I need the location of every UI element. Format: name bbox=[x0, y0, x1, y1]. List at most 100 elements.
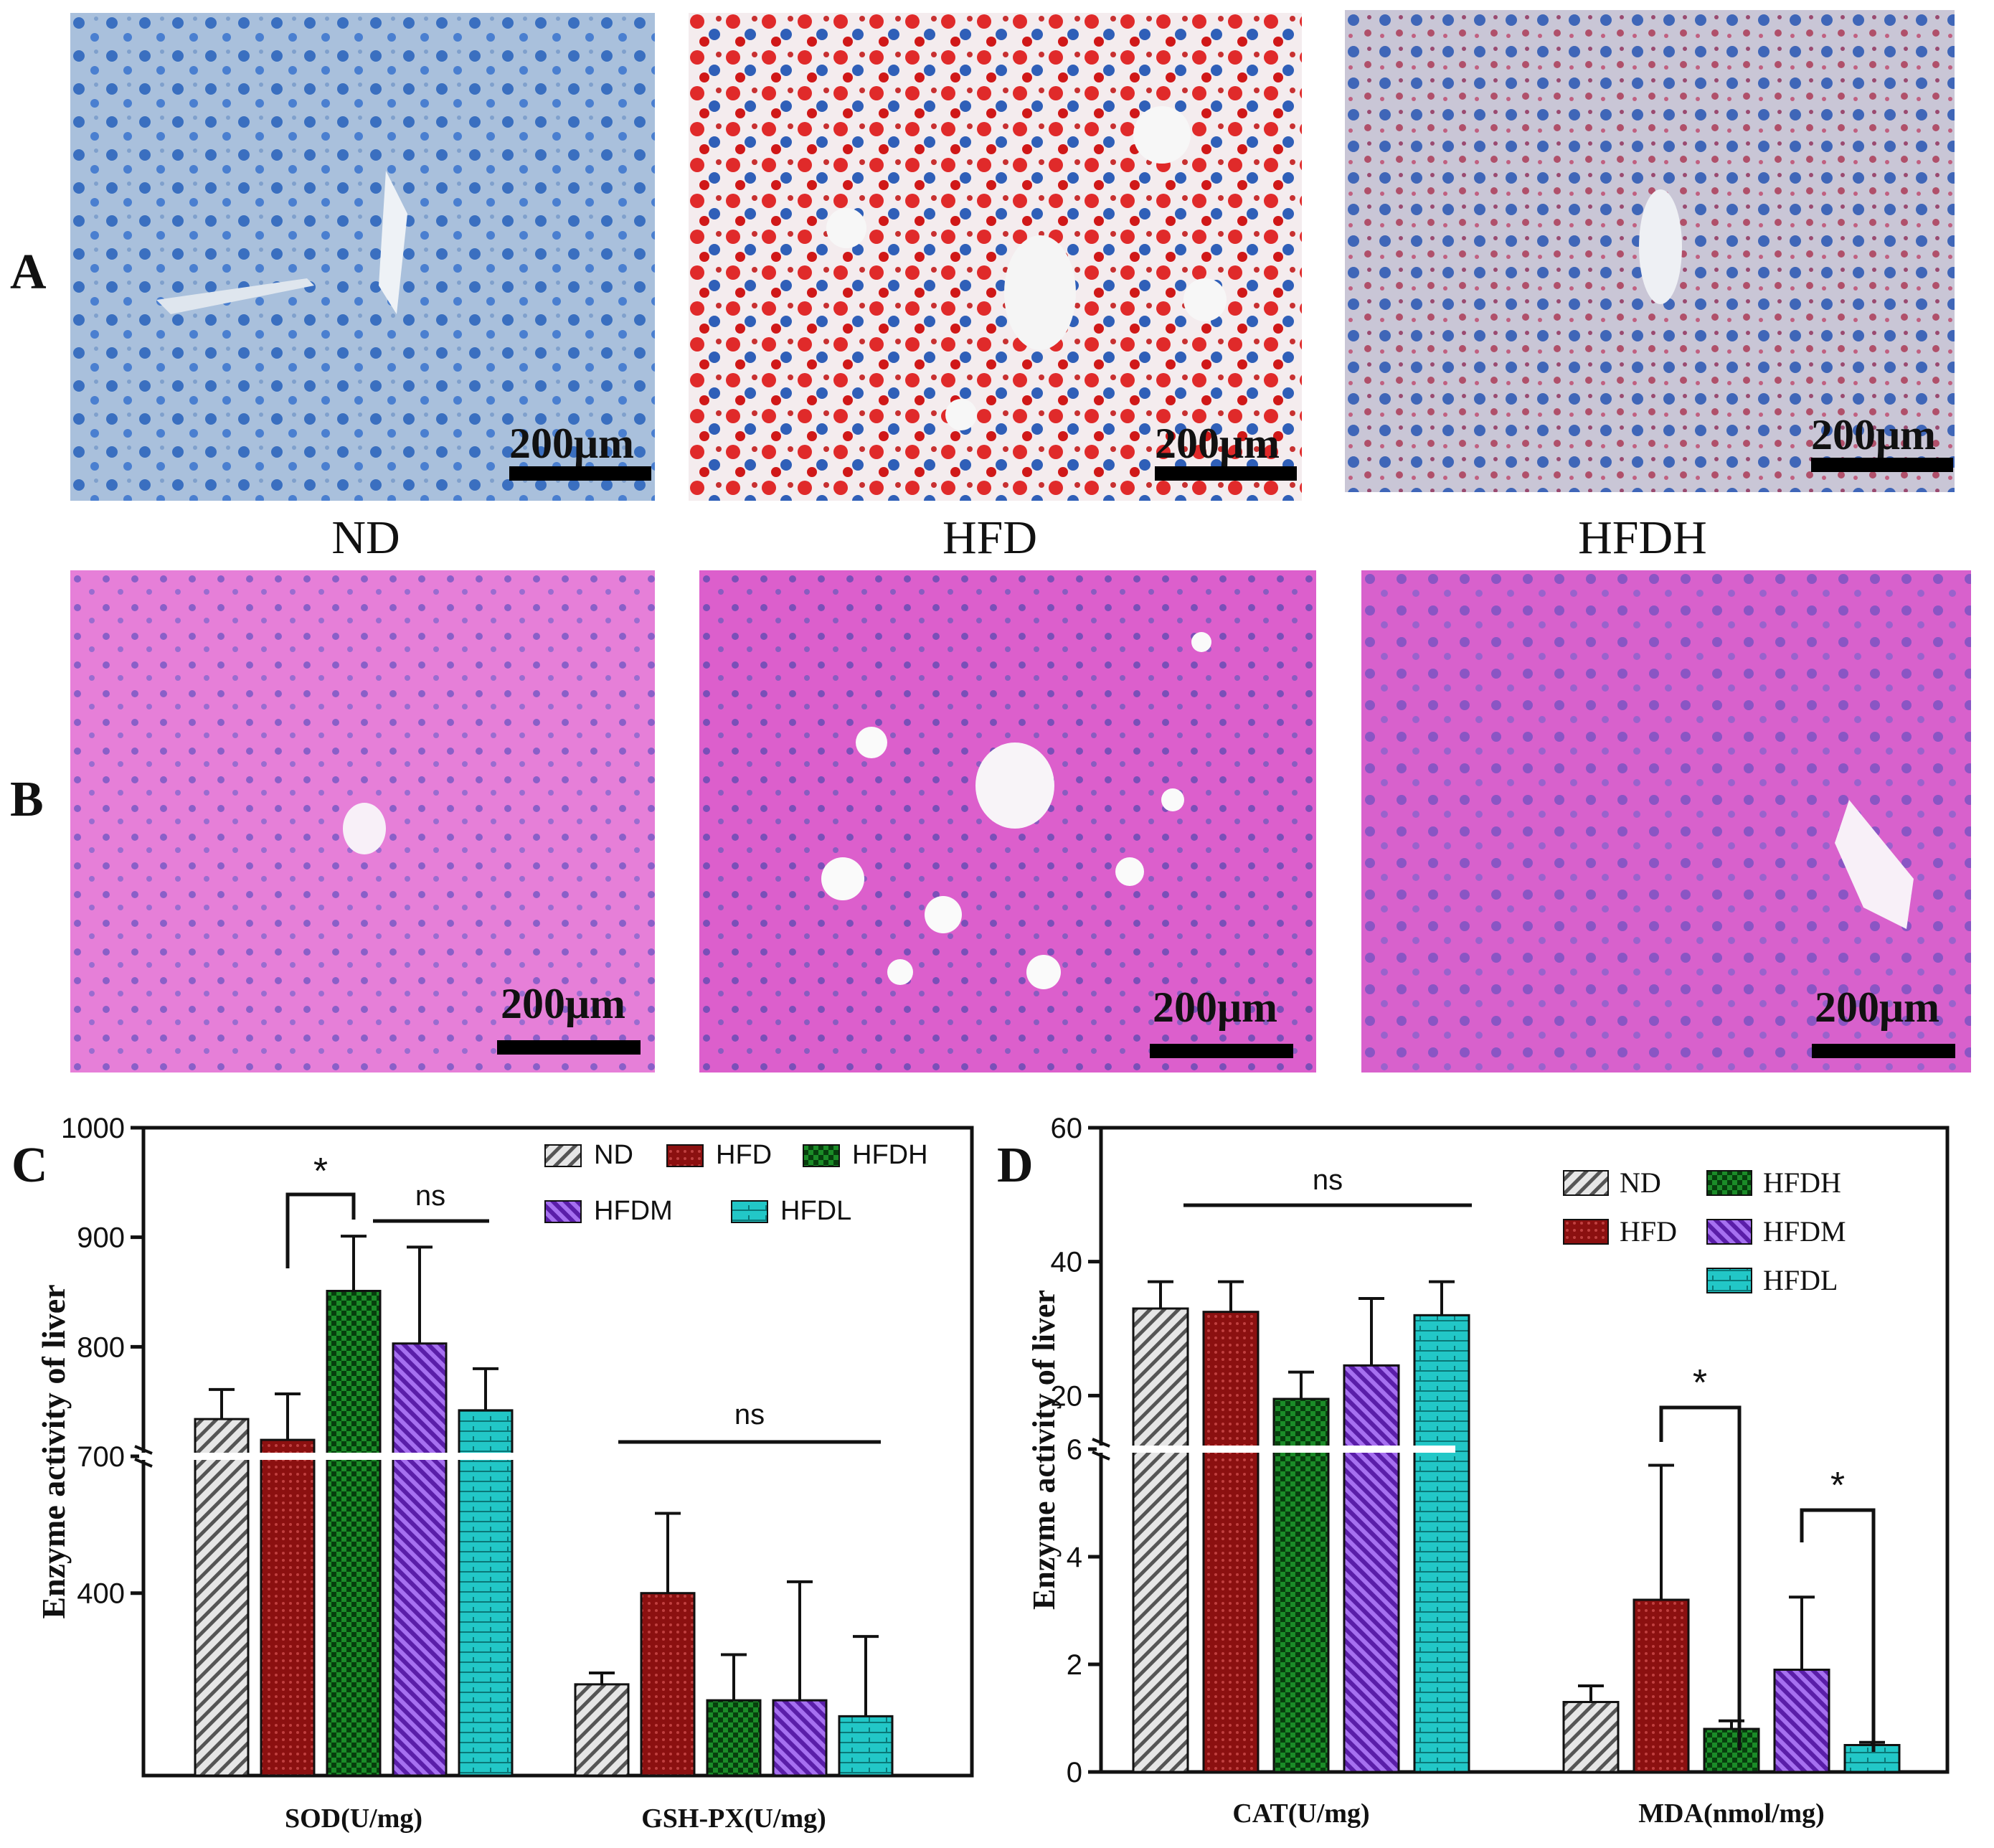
significance-label: * bbox=[313, 1151, 328, 1192]
y-tick-label: 40 bbox=[1051, 1247, 1083, 1278]
legend-label: HFDM bbox=[1763, 1215, 1846, 1248]
oil-red-hfd-svg bbox=[689, 13, 1302, 501]
he-hfdh-svg bbox=[1361, 570, 1971, 1072]
x-category-label: MDA(nmol/mg) bbox=[1638, 1798, 1825, 1829]
legend-swatch-nd bbox=[1563, 1170, 1609, 1196]
oil-red-image-nd: 200μm bbox=[70, 13, 655, 501]
legend-label: HFDL bbox=[780, 1196, 851, 1226]
axis-break-mark bbox=[134, 1445, 153, 1455]
legend-label: HFDL bbox=[1763, 1264, 1838, 1296]
he-nd-svg bbox=[70, 570, 655, 1072]
legend-swatch-hfdm bbox=[544, 1200, 582, 1223]
y-tick-label: 400 bbox=[77, 1578, 125, 1610]
group-label-nd: ND bbox=[331, 512, 400, 564]
scale-bar bbox=[1811, 458, 1953, 472]
x-category-label: GSH-PX(U/mg) bbox=[641, 1804, 826, 1834]
legend-label: ND bbox=[594, 1140, 633, 1170]
legend-swatch-nd bbox=[544, 1144, 582, 1167]
bar-hfdl bbox=[838, 1715, 894, 1777]
y-tick-label: 0 bbox=[1067, 1757, 1082, 1788]
oil-red-image-hfdh: 200μm bbox=[1345, 10, 1955, 492]
oil-red-hfdh-svg bbox=[1345, 10, 1955, 492]
bar-nd bbox=[194, 1418, 250, 1777]
he-image-hfd: 200μm bbox=[699, 570, 1316, 1072]
y-tick-label: 1000 bbox=[61, 1113, 125, 1144]
y-tick-label: 700 bbox=[77, 1441, 125, 1473]
legend-swatch-hfd bbox=[1563, 1219, 1609, 1245]
scale-bar bbox=[497, 1040, 641, 1055]
y-tick-label: 6 bbox=[1067, 1434, 1082, 1466]
bar-hfdl bbox=[458, 1409, 514, 1777]
significance-label: ns bbox=[734, 1399, 765, 1430]
y-tick-label: 60 bbox=[1051, 1113, 1083, 1144]
y-axis-label: Enzyme activity of liver bbox=[1026, 1290, 1062, 1610]
axis-break bbox=[1097, 1446, 1455, 1453]
bar-nd bbox=[1562, 1701, 1620, 1773]
he-image-nd: 200μm bbox=[70, 570, 655, 1072]
y-tick-label: 800 bbox=[77, 1331, 125, 1363]
bar-hfdm bbox=[1343, 1364, 1400, 1773]
he-hfd-svg bbox=[699, 570, 1316, 1072]
bar-hfdm bbox=[772, 1699, 828, 1777]
scale-bar bbox=[1155, 466, 1297, 481]
significance-bracket bbox=[1659, 1405, 1742, 1750]
bar-hfdh bbox=[1703, 1727, 1760, 1773]
bar-hfd bbox=[640, 1592, 696, 1777]
legend-swatch-hfdh bbox=[1706, 1170, 1752, 1196]
bar-hfd bbox=[1202, 1311, 1260, 1773]
axis-break-mark bbox=[1092, 1438, 1110, 1448]
panel-label-a: A bbox=[10, 245, 47, 300]
axis-break-mark bbox=[1092, 1451, 1110, 1461]
axis-break bbox=[139, 1453, 824, 1460]
scale-bar-label: 200μm bbox=[1815, 984, 1939, 1031]
y-tick-label: 900 bbox=[77, 1222, 125, 1254]
scale-bar-label: 200μm bbox=[1811, 411, 1936, 458]
group-label-hfdh: HFDH bbox=[1578, 512, 1707, 564]
legend-label: HFDH bbox=[1763, 1166, 1841, 1199]
scale-bar-label: 200μm bbox=[501, 980, 625, 1027]
axis-break-mark bbox=[134, 1458, 153, 1468]
legend-swatch-hfdl bbox=[731, 1200, 768, 1223]
bar-hfdl bbox=[1413, 1314, 1470, 1773]
bar-hfdm bbox=[392, 1342, 448, 1777]
panel-label-c: C bbox=[11, 1138, 48, 1193]
oil-red-nd-svg bbox=[70, 13, 655, 501]
legend-label: HFDH bbox=[852, 1140, 928, 1170]
bar-hfd bbox=[260, 1438, 316, 1777]
scale-bar-label: 200μm bbox=[1155, 420, 1280, 467]
y-axis-label: Enzyme activity of liver bbox=[35, 1284, 72, 1618]
bar-hfdh bbox=[1272, 1397, 1330, 1773]
legend-label: HFDM bbox=[594, 1196, 673, 1226]
bar-hfdh bbox=[326, 1289, 382, 1777]
legend-swatch-hfdl bbox=[1706, 1268, 1752, 1293]
y-tick-label: 20 bbox=[1051, 1380, 1083, 1412]
bar-nd bbox=[574, 1683, 630, 1777]
legend-label: HFD bbox=[716, 1140, 772, 1170]
legend-label: HFD bbox=[1620, 1215, 1677, 1248]
group-label-hfd: HFD bbox=[942, 512, 1038, 564]
panel-label-b: B bbox=[10, 772, 44, 827]
legend-swatch-hfd bbox=[666, 1144, 704, 1167]
plot-frame bbox=[141, 1126, 974, 1778]
scale-bar-label: 200μm bbox=[509, 420, 634, 467]
oil-red-image-hfd: 200μm bbox=[689, 13, 1302, 501]
bar-hfdh bbox=[706, 1699, 762, 1777]
scale-bar-label: 200μm bbox=[1153, 984, 1277, 1031]
x-category-label: SOD(U/mg) bbox=[285, 1804, 422, 1834]
y-tick-label: 4 bbox=[1067, 1542, 1082, 1573]
bar-hfdm bbox=[1773, 1669, 1830, 1773]
scale-bar bbox=[1150, 1044, 1293, 1058]
significance-label: * bbox=[1693, 1362, 1707, 1404]
significance-label: ns bbox=[1313, 1164, 1343, 1196]
bar-nd bbox=[1132, 1307, 1189, 1773]
scale-bar bbox=[1812, 1044, 1955, 1058]
significance-label: * bbox=[1830, 1465, 1845, 1507]
bar-hfd bbox=[1632, 1598, 1690, 1773]
x-category-label: CAT(U/mg) bbox=[1232, 1798, 1369, 1829]
panel-label-d: D bbox=[997, 1138, 1034, 1193]
legend-swatch-hfdh bbox=[803, 1144, 840, 1167]
scale-bar bbox=[509, 466, 651, 481]
legend-label: ND bbox=[1620, 1166, 1661, 1199]
